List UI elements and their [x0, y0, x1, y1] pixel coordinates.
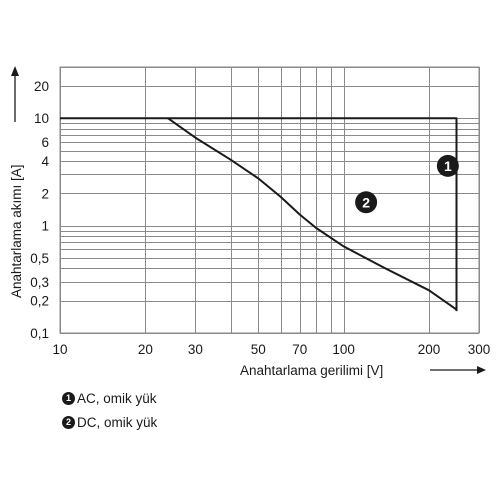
chart-series: 12	[60, 117, 459, 312]
x-axis-arrow	[430, 366, 486, 374]
plot-frame	[59, 66, 480, 334]
y-axis-arrow	[11, 66, 19, 122]
legend-item-dc: 2 DC, omik yük	[62, 415, 157, 430]
x-tick-label: 30	[188, 342, 203, 357]
x-tick-label: 50	[251, 342, 266, 357]
x-tick-label: 70	[292, 342, 307, 357]
y-tick-label: 0,3	[30, 275, 49, 290]
series-line-2	[167, 117, 458, 311]
legend-item-ac: 1 AC, omik yük	[62, 391, 157, 406]
legend-label-ac: AC, omik yük	[77, 391, 157, 406]
y-axis-ticks: 0,1 0,2 0,3 0,5 1 2 4 6 10 20	[30, 79, 49, 341]
y-tick-label: 2	[41, 186, 49, 201]
y-tick-label: 0,1	[30, 326, 49, 341]
y-tick-label: 1	[41, 219, 49, 234]
legend-marker-1: 1	[62, 392, 75, 405]
x-axis-ticks: 10 20 30 50 70 100 200 300	[52, 342, 490, 357]
x-tick-label: 200	[418, 342, 441, 357]
y-axis-label: Anahtarlama akımı [A]	[9, 164, 24, 298]
y-tick-label: 10	[34, 111, 49, 126]
legend-marker-2: 2	[62, 416, 75, 429]
x-tick-label: 300	[468, 342, 491, 357]
y-tick-label: 4	[41, 154, 49, 169]
series-line-1	[60, 117, 458, 312]
series-marker-2	[355, 191, 378, 214]
series-marker-label-1: 1	[444, 158, 452, 174]
legend-label-dc: DC, omik yük	[77, 415, 158, 430]
x-axis-label: Anahtarlama gerilimi [V]	[240, 363, 383, 378]
x-tick-label: 20	[138, 342, 153, 357]
chart-grid	[60, 67, 480, 334]
y-tick-label: 20	[34, 79, 49, 94]
y-tick-label: 6	[41, 135, 49, 150]
y-tick-label: 0,2	[30, 294, 49, 309]
x-tick-label: 100	[332, 342, 355, 357]
y-tick-label: 0,5	[30, 251, 49, 266]
series-marker-1	[436, 154, 459, 177]
x-tick-label: 10	[52, 342, 67, 357]
series-marker-label-2: 2	[362, 194, 370, 210]
